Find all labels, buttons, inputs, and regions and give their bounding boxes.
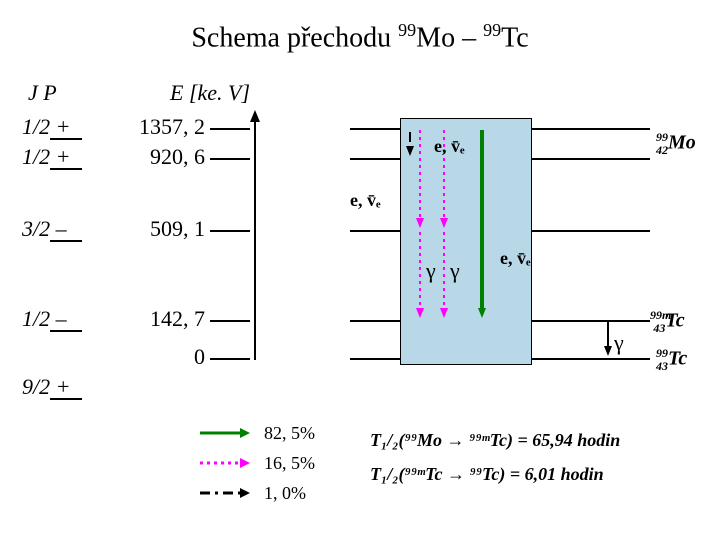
legend-arrow xyxy=(200,425,260,441)
legend-label: 82, 5% xyxy=(264,423,315,444)
legend-label: 16, 5% xyxy=(264,453,315,474)
gamma-label: γ xyxy=(426,258,436,284)
decay-particle-label: e, v̄ₑ xyxy=(500,248,531,269)
decay-particle-label: e, v̄ₑ xyxy=(350,190,381,211)
gamma-label: γ xyxy=(450,258,460,284)
nuclide-label: 9942Mo xyxy=(656,130,696,158)
legend-arrow xyxy=(200,485,260,501)
nuclide-label: 9943Tc xyxy=(656,346,687,374)
decay-particle-label: e, v̄ₑ xyxy=(434,136,465,157)
legend-label: 1, 0% xyxy=(264,483,306,504)
legend-arrow xyxy=(200,455,260,471)
halflife-text: T₁/₂(⁹⁹ᵐTc → ⁹⁹Tc) = 6,01 hodin xyxy=(370,464,604,485)
nuclide-label: 99m43Tc xyxy=(650,308,685,336)
decay-arrows xyxy=(0,0,720,540)
gamma-label: γ xyxy=(614,330,624,356)
halflife-text: T₁/₂(⁹⁹Mo → ⁹⁹ᵐTc) = 65,94 hodin xyxy=(370,430,620,451)
